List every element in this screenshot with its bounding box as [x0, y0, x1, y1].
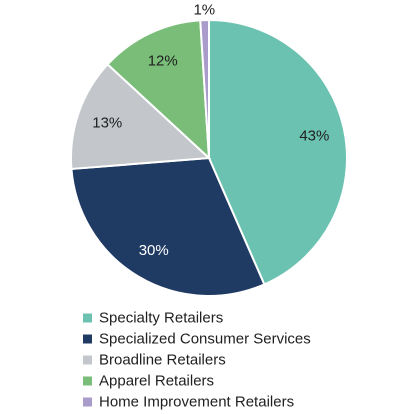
legend-item-specialized-consumer-services: Specialized Consumer Services — [83, 331, 311, 348]
pie-slice-specialized-consumer-services — [70, 156, 266, 297]
legend-label: Broadline Retailers — [99, 352, 226, 369]
legend-label: Specialized Consumer Services — [99, 331, 311, 348]
legend-item-broadline-retailers: Broadline Retailers — [83, 352, 226, 369]
legend-swatch — [83, 355, 92, 365]
pie-slices — [70, 18, 348, 297]
legend-item-specialty-retailers: Specialty Retailers — [83, 310, 223, 327]
legend: Specialty Retailers Specialized Consumer … — [83, 310, 311, 411]
pie-slice-specialty-retailers — [208, 18, 348, 286]
pie-value-label-home-improvement-retailers: 1% — [193, 2, 215, 19]
legend-item-apparel-retailers: Apparel Retailers — [83, 373, 214, 390]
pie-value-label-specialized-consumer-services: 30% — [139, 242, 169, 259]
legend-swatch — [83, 376, 92, 386]
pie-value-label-specialty-retailers: 43% — [299, 127, 329, 144]
pie-value-label-apparel-retailers: 12% — [148, 52, 178, 69]
legend-label: Specialty Retailers — [99, 310, 223, 327]
pie-value-labels: 43% 30% 13% 12% 1% — [92, 2, 329, 259]
legend-swatch — [83, 313, 92, 323]
legend-swatch — [83, 397, 92, 407]
pie-slice-home-improvement-retailers — [199, 18, 210, 159]
legend-swatch — [83, 334, 92, 344]
pie-value-label-broadline-retailers: 13% — [92, 114, 122, 131]
legend-label: Home Improvement Retailers — [99, 394, 294, 411]
legend-item-home-improvement-retailers: Home Improvement Retailers — [83, 394, 294, 411]
legend-label: Apparel Retailers — [99, 373, 214, 390]
pie-slice-apparel-retailers — [106, 19, 211, 161]
pie-slice-broadline-retailers — [70, 62, 212, 171]
